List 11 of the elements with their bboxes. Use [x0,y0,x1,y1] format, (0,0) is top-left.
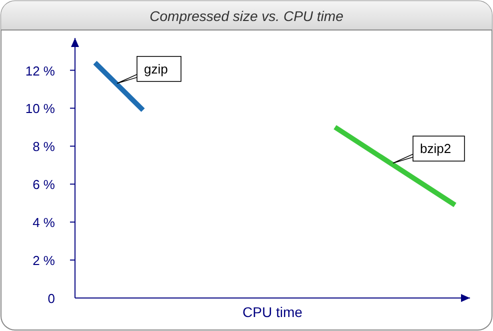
y-tick-label: 6 % [32,177,56,192]
y-tick-label: 2 % [32,253,56,268]
y-tick-label: 4 % [32,215,56,230]
y-tick-label: 10 % [25,101,56,116]
y-tick-label: 12 % [25,63,56,78]
series-label: gzip [144,61,168,76]
y-tick-label: 0 [48,291,55,306]
chart-title: Compressed size vs. CPU time [150,8,344,24]
x-axis-title: CPU time [242,304,303,320]
series-label: bzip2 [420,141,452,156]
y-tick-label: 8 % [32,139,56,154]
